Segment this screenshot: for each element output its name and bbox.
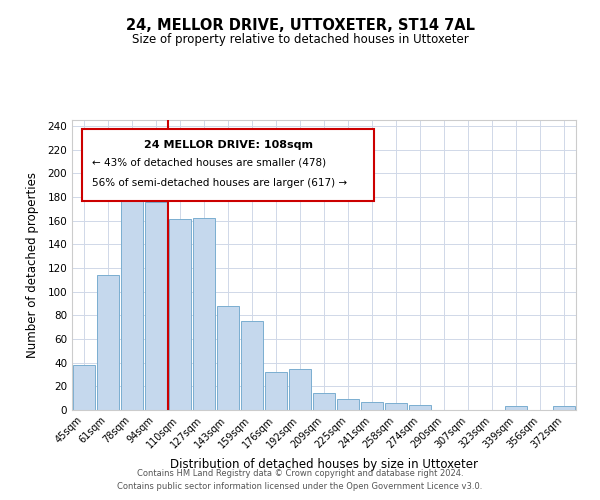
Bar (361, 402, 383, 410)
Bar (337, 400, 359, 410)
Text: 56% of semi-detached houses are larger (617) →: 56% of semi-detached houses are larger (… (92, 178, 347, 188)
Bar (97, 275, 119, 410)
Text: ← 43% of detached houses are smaller (478): ← 43% of detached houses are smaller (47… (92, 158, 326, 168)
X-axis label: Distribution of detached houses by size in Uttoxeter: Distribution of detached houses by size … (170, 458, 478, 471)
Bar (169, 220, 191, 410)
Text: Contains public sector information licensed under the Open Government Licence v3: Contains public sector information licen… (118, 482, 482, 491)
Bar (385, 403, 407, 410)
Bar (73, 365, 95, 410)
Bar (409, 406, 431, 410)
Text: 24, MELLOR DRIVE, UTTOXETER, ST14 7AL: 24, MELLOR DRIVE, UTTOXETER, ST14 7AL (125, 18, 475, 32)
Bar (241, 321, 263, 410)
Bar (313, 394, 335, 410)
Bar (289, 368, 311, 410)
Text: 24 MELLOR DRIVE: 108sqm: 24 MELLOR DRIVE: 108sqm (144, 140, 313, 150)
Bar (553, 406, 575, 410)
Text: Contains HM Land Registry data © Crown copyright and database right 2024.: Contains HM Land Registry data © Crown c… (137, 468, 463, 477)
Bar (217, 306, 239, 410)
Bar (505, 406, 527, 410)
Bar (265, 372, 287, 410)
Bar (121, 191, 143, 410)
Y-axis label: Number of detached properties: Number of detached properties (26, 172, 39, 358)
FancyBboxPatch shape (82, 128, 374, 201)
Bar (193, 218, 215, 410)
Text: Size of property relative to detached houses in Uttoxeter: Size of property relative to detached ho… (131, 32, 469, 46)
Bar (145, 202, 167, 410)
